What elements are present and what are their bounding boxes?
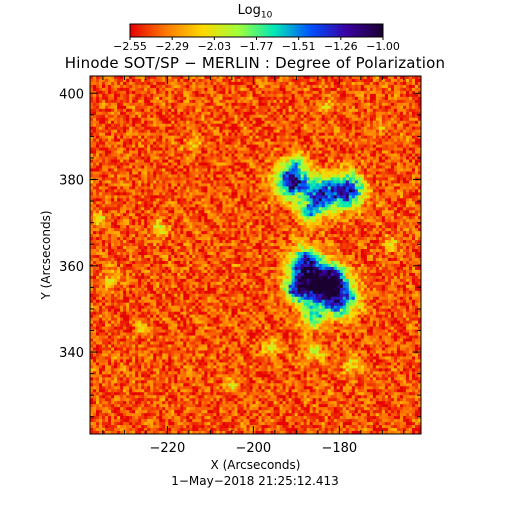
y-tick-label: 340 [59, 346, 84, 361]
colorbar-tick-label: −1.00 [366, 40, 400, 53]
colorbar-title: Log10 [237, 3, 273, 21]
colorbar-tick-labels: −2.55 −2.29 −2.03 −1.77 −1.51 −1.26 −1.00 [0, 40, 510, 54]
axes: −220 −200 −180 340 360 380 400 X (Arcseconds) Y … [39, 75, 422, 472]
colorbar-tick-label: −1.26 [323, 40, 358, 53]
y-tick-label: 360 [59, 260, 84, 275]
footer-timestamp: 1−May−2018 21:25:12.413 [171, 474, 339, 488]
colorbar [129, 23, 384, 40]
plot-title: Hinode SOT/SP − MERLIN : Degree of Polar… [64, 54, 446, 72]
colorbar-tick-label: −2.29 [155, 40, 190, 53]
y-tick-label: 400 [59, 87, 84, 102]
y-axis-label: Y (Arcseconds) [39, 210, 53, 300]
colorbar-tick-label: −2.55 [113, 40, 147, 53]
colorbar-gradient [129, 23, 384, 38]
plot-frame [89, 75, 422, 435]
x-tick-label: −180 [321, 441, 357, 456]
colorbar-tick-label: −2.03 [197, 40, 232, 53]
x-tick-label: −220 [150, 441, 186, 456]
x-tick-label: −200 [235, 441, 271, 456]
colorbar-tick-label: −1.77 [239, 40, 274, 53]
colorbar-tick-label: −1.51 [281, 40, 316, 53]
x-axis-label: X (Arcseconds) [211, 458, 301, 472]
y-tick-label: 380 [59, 174, 84, 189]
heatmap-image [90, 76, 422, 435]
